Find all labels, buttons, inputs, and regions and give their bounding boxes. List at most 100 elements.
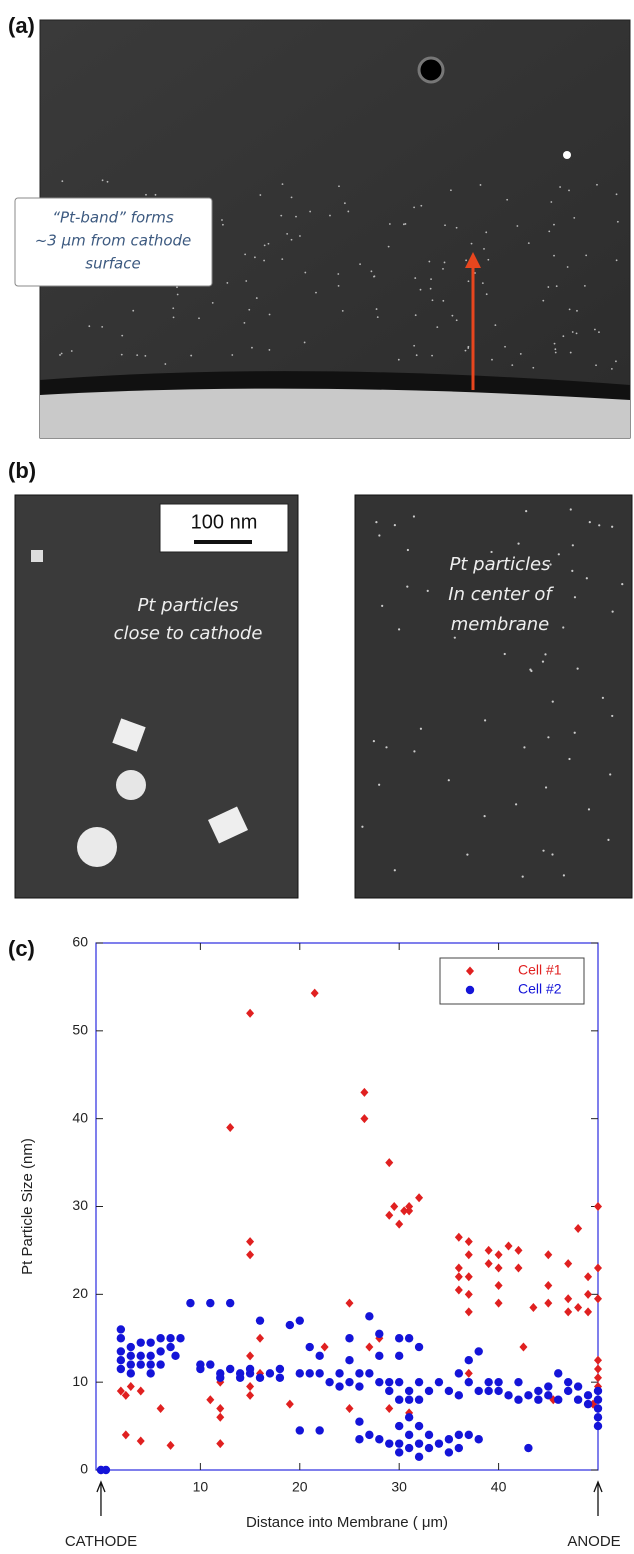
data-point [236,1374,244,1382]
data-point [156,1360,164,1368]
particle [398,359,400,361]
particle [344,202,346,204]
particle [413,207,415,209]
data-point [415,1453,423,1461]
particle [107,181,109,183]
particle [552,701,554,703]
data-point [321,1343,329,1352]
particle [190,355,192,357]
x-axis-label: Distance into Membrane ( μm) [246,1514,448,1531]
particle [444,224,446,226]
data-point [584,1290,592,1299]
particle [569,308,571,310]
data-point [146,1352,154,1360]
data-point [514,1263,522,1272]
particle [611,715,613,717]
particle [102,179,104,181]
data-point [216,1439,224,1448]
particle [528,242,530,244]
legend-box [440,958,584,1004]
legend-marker [466,986,474,994]
particle [231,354,233,356]
hole [419,58,443,82]
data-point [405,1396,413,1404]
data-point [395,1422,403,1430]
data-point [465,1307,473,1316]
data-point [514,1378,522,1386]
particle [347,211,349,213]
particle [585,254,587,256]
scale-label: 100 nm [191,511,258,533]
data-point [226,1365,234,1373]
data-point [524,1391,532,1399]
particle [337,273,339,275]
particle [490,551,492,553]
data-point [494,1387,502,1395]
particle [389,223,391,225]
y-tick-label: 40 [72,1109,88,1125]
data-point [435,1439,443,1447]
particle [612,611,614,613]
particle [551,853,553,855]
particle [454,637,456,639]
particle [121,335,123,337]
data-point [564,1387,572,1395]
data-point [246,1382,254,1391]
data-point [455,1263,463,1272]
panel-label: (a) [8,13,35,38]
cathode-layer [40,389,630,438]
data-point [127,1343,135,1351]
data-point [186,1299,194,1307]
particle [616,259,618,261]
particle [525,510,527,512]
data-point [355,1382,363,1390]
data-point [365,1343,373,1352]
particle [517,542,519,544]
particle [398,628,400,630]
image-text: membrane [451,614,549,635]
particle [483,248,485,250]
particle [554,343,556,345]
particle [431,355,433,357]
particle [299,235,301,237]
particle [248,309,250,311]
particle [442,268,444,270]
particle [381,605,383,607]
particle [588,808,590,810]
data-point [594,1294,602,1303]
particle [377,316,379,318]
data-point [485,1259,493,1268]
particle [522,876,524,878]
particle [226,282,228,284]
image-text: close to cathode [114,623,263,644]
data-point [360,1088,368,1097]
data-point [345,1356,353,1364]
particle [598,331,600,333]
particle [554,348,556,350]
data-point [485,1246,493,1255]
particle [173,316,175,318]
data-point [166,1334,174,1342]
particle [338,285,340,287]
data-point [137,1386,145,1395]
data-point [226,1299,234,1307]
data-point [395,1220,403,1229]
data-point [544,1250,552,1259]
data-point [286,1321,294,1329]
particle [245,280,247,282]
particle [504,653,506,655]
particle [304,272,306,274]
data-point [564,1307,572,1316]
particle [553,255,555,257]
data-point [246,1009,254,1018]
data-point [355,1369,363,1377]
data-point [311,989,319,998]
data-point [574,1224,582,1233]
data-point [171,1352,179,1360]
data-point [127,1369,135,1377]
particle [615,360,617,362]
particle [413,750,415,752]
particle [244,253,246,255]
particle [176,286,178,288]
data-point [564,1259,572,1268]
